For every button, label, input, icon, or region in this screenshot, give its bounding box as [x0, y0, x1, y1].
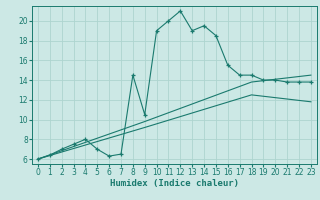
X-axis label: Humidex (Indice chaleur): Humidex (Indice chaleur) — [110, 179, 239, 188]
